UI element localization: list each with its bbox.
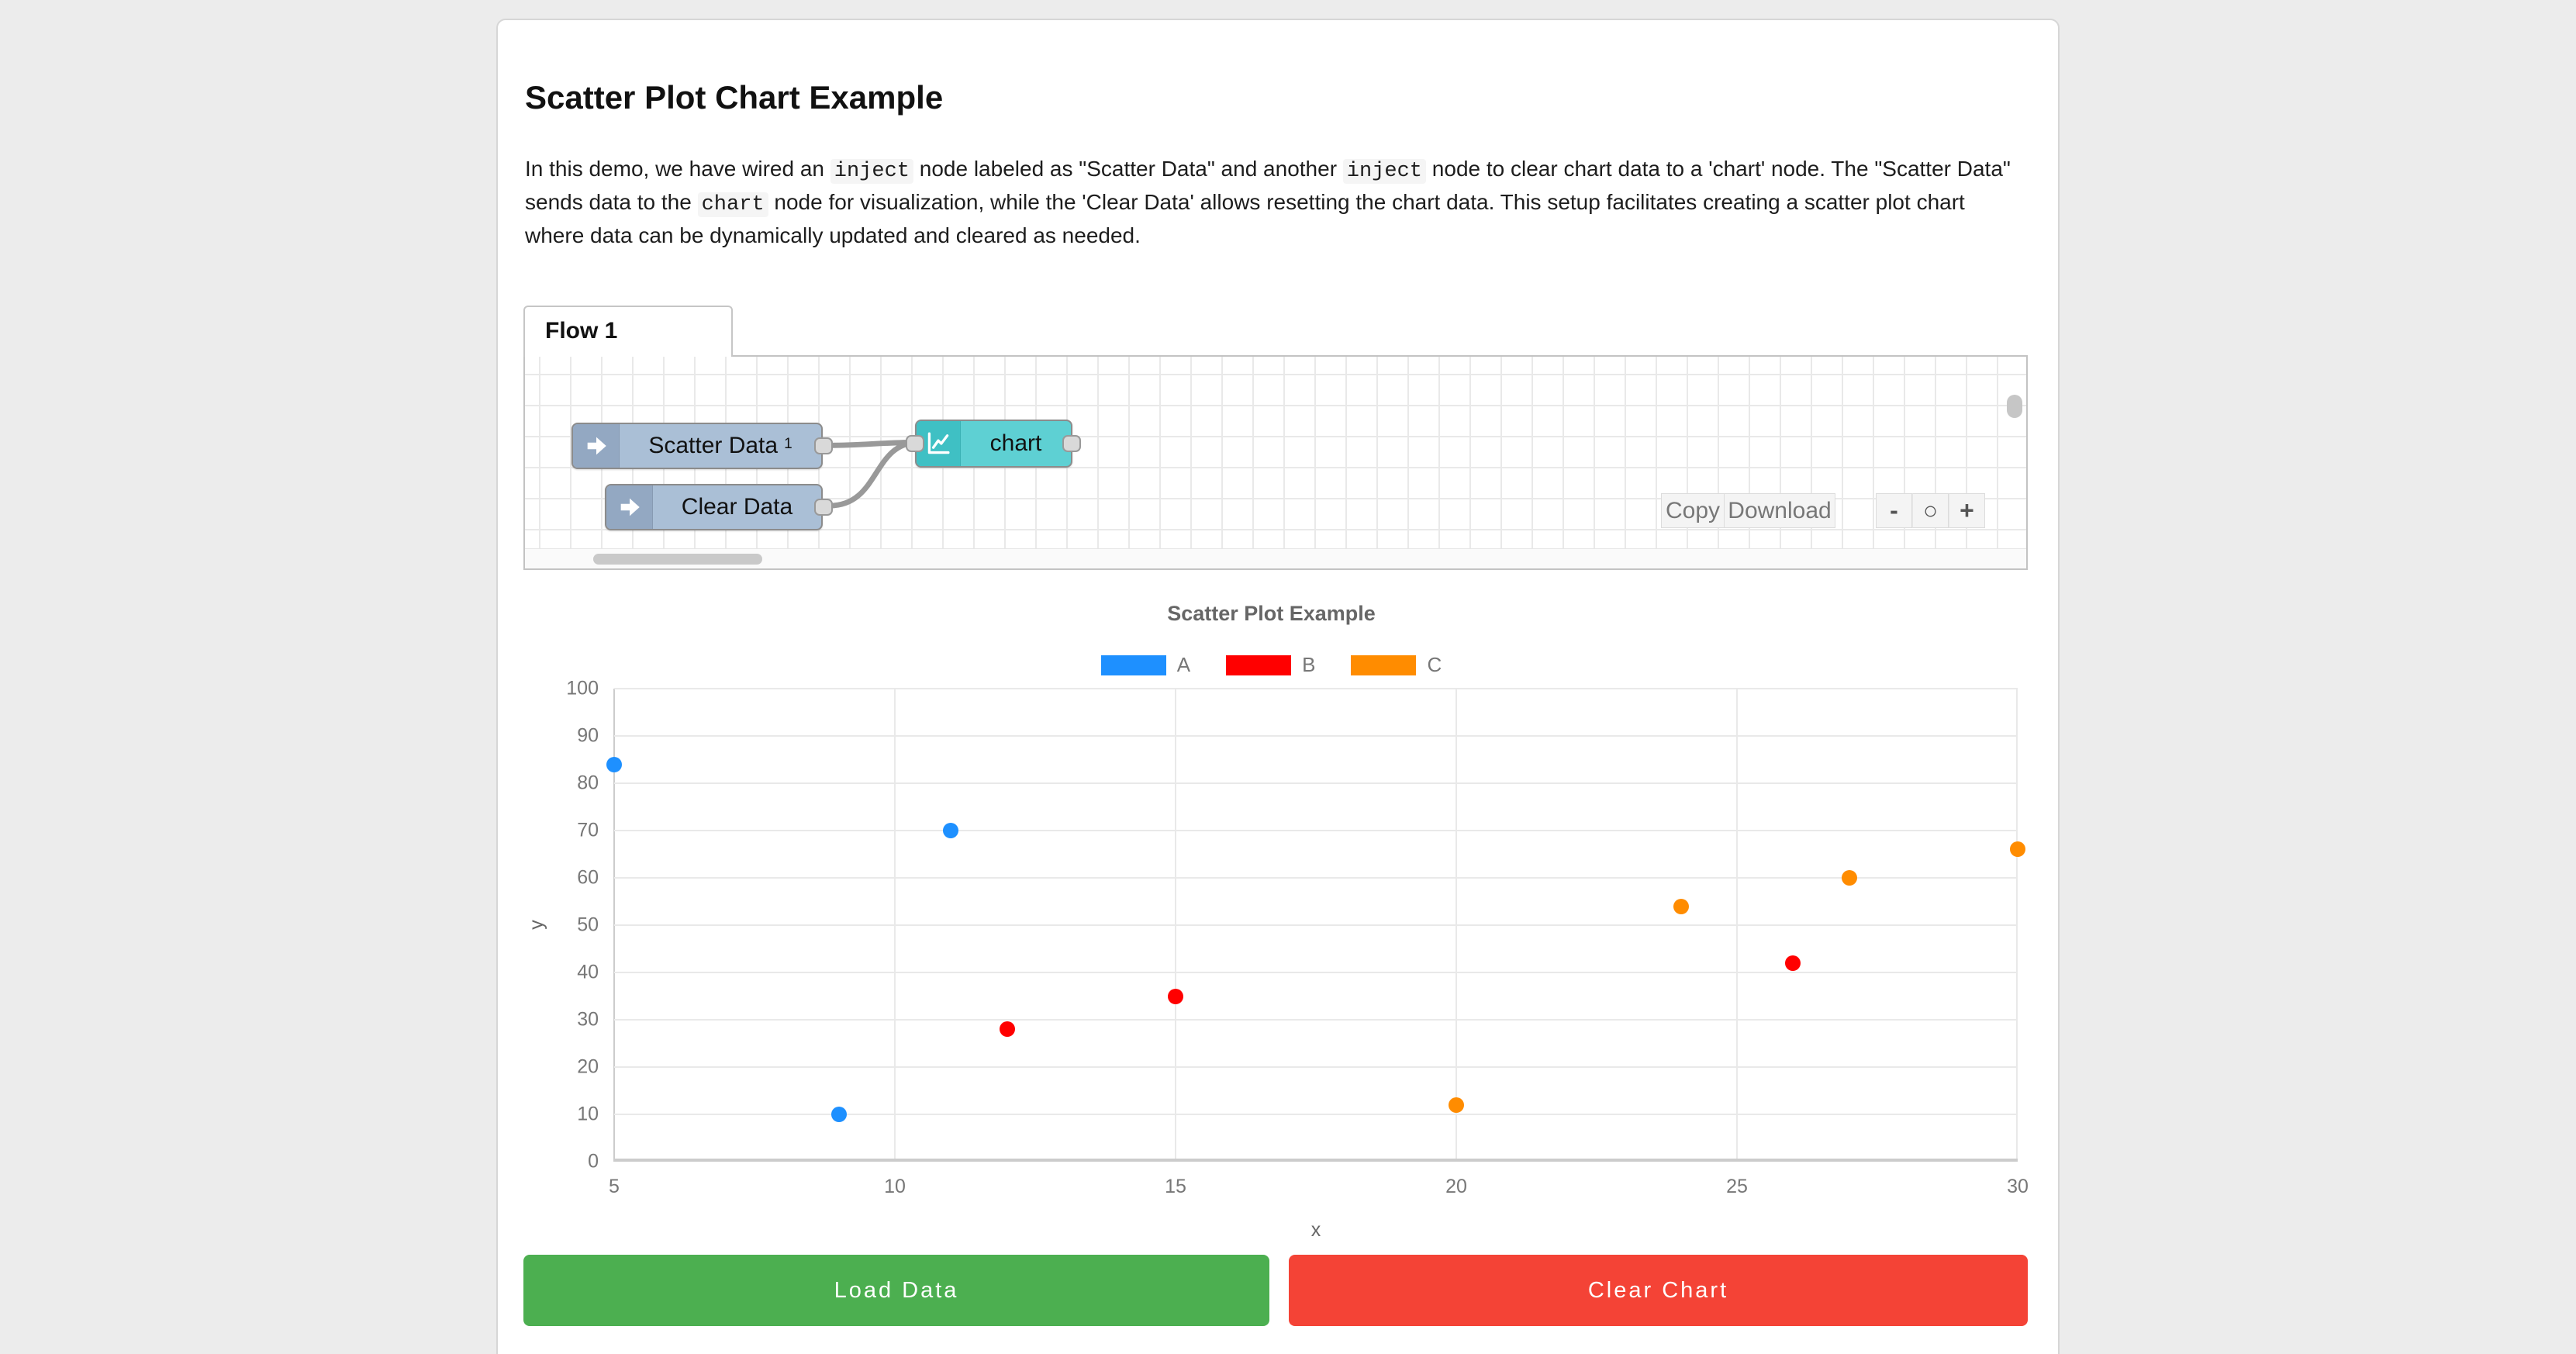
flow-tab[interactable]: Flow 1	[523, 306, 733, 357]
chart-node[interactable]: chart	[915, 420, 1072, 468]
node-label: Clear Data	[681, 494, 793, 520]
scatter-point-A[interactable]	[606, 756, 622, 772]
y-tick-label: 80	[577, 772, 599, 794]
scatter-point-A[interactable]	[943, 823, 959, 838]
horizontal-scrollbar[interactable]	[525, 548, 2026, 568]
node-label: chart	[989, 430, 1042, 456]
description-text: node to clear chart data to a 'chart' no…	[525, 157, 2011, 214]
description-text: In this demo, we have wired an	[525, 157, 830, 181]
x-tick-label: 10	[884, 1176, 906, 1197]
port-output-chart[interactable]	[1062, 435, 1081, 452]
download-button[interactable]: Download	[1725, 493, 1835, 528]
inject-node-clear-data[interactable]: Clear Data	[605, 484, 823, 530]
inline-code: inject	[830, 159, 913, 184]
content-card: Scatter Plot Chart Example In this demo,…	[496, 19, 2060, 1354]
wire-clear-to-chart	[826, 439, 921, 509]
chart-title: Scatter Plot Example	[1167, 602, 1376, 625]
legend-label: A	[1176, 653, 1191, 676]
horizontal-scrollbar-thumb[interactable]	[593, 554, 762, 565]
scatter-point-B[interactable]	[999, 1021, 1015, 1038]
copy-button[interactable]: Copy	[1661, 493, 1725, 528]
y-tick-label: 30	[577, 1008, 599, 1031]
x-tick-label: 5	[609, 1176, 620, 1197]
description-text: node labeled as "Scatter Data" and anoth…	[913, 157, 1343, 181]
gridline-horizontal	[614, 972, 2018, 973]
inject-node-scatter-data[interactable]: Scatter Data 1	[571, 423, 823, 469]
scatter-point-C[interactable]	[1449, 1097, 1464, 1113]
page-title: Scatter Plot Chart Example	[525, 79, 944, 116]
x-tick-label: 25	[1726, 1176, 1748, 1197]
legend-label: C	[1427, 653, 1442, 676]
y-tick-label: 90	[577, 724, 599, 747]
chart-plot-area[interactable]: 5 10 15 20 25 30 0 10 20 30 40 50 60 70 80 90 100	[566, 678, 2029, 1198]
y-tick-label: 70	[577, 819, 599, 841]
inject-arrow-icon	[606, 485, 653, 529]
port-output-clear[interactable]	[814, 499, 833, 516]
y-tick-label: 60	[577, 866, 599, 889]
y-tick-label: 0	[588, 1150, 599, 1173]
inject-arrow-icon	[573, 424, 620, 468]
legend-label: B	[1302, 653, 1316, 676]
chart-legend: A B C	[525, 653, 2018, 677]
zoom-out-button[interactable]: -	[1876, 493, 1912, 528]
load-data-button[interactable]: Load Data	[523, 1255, 1269, 1326]
node-label: Scatter Data 1	[648, 433, 792, 458]
y-tick-label: 100	[566, 677, 599, 699]
zoom-reset-button[interactable]: ○	[1912, 493, 1949, 528]
legend-swatch	[1100, 655, 1166, 675]
x-tick-label: 30	[2007, 1176, 2029, 1197]
vertical-scrollbar-thumb[interactable]	[2007, 395, 2022, 418]
inline-code: inject	[1342, 159, 1427, 184]
gridline-horizontal	[614, 1019, 2018, 1021]
gridline-horizontal	[614, 877, 2018, 879]
y-tick-label: 40	[577, 961, 599, 983]
scatter-point-B[interactable]	[1168, 988, 1183, 1004]
legend-swatch	[1351, 655, 1417, 675]
action-buttons: Load Data Clear Chart	[523, 1255, 2028, 1326]
x-tick-label: 20	[1445, 1176, 1467, 1197]
x-axis-label: x	[1310, 1219, 1321, 1241]
gridline-horizontal	[614, 688, 2018, 689]
zoom-in-button[interactable]: +	[1949, 493, 1985, 528]
inline-code: chart	[697, 192, 768, 217]
legend-swatch	[1226, 655, 1292, 675]
y-tick-label: 10	[577, 1103, 599, 1125]
gridline-horizontal	[614, 830, 2018, 831]
y-tick-label: 50	[577, 914, 599, 936]
description-text: node for visualization, while the 'Clear…	[525, 190, 1965, 247]
flow-canvas[interactable]: Scatter Data 1 Clear Data chart Copy Down…	[523, 355, 2028, 570]
gridline-horizontal	[614, 924, 2018, 926]
clear-chart-button[interactable]: Clear Chart	[1289, 1255, 2028, 1326]
gridline-horizontal	[614, 735, 2018, 737]
scatter-point-C[interactable]	[2010, 841, 2025, 858]
gridline-horizontal	[614, 1114, 2018, 1115]
description: In this demo, we have wired an inject no…	[525, 154, 2011, 250]
port-input-chart[interactable]	[906, 435, 924, 452]
scatter-point-B[interactable]	[1785, 955, 1801, 971]
y-tick-label: 20	[577, 1055, 599, 1078]
y-axis-label: y	[525, 920, 547, 930]
x-axis-line	[614, 1159, 2018, 1162]
legend-item-C[interactable]: C	[1351, 653, 1442, 677]
port-output-scatter[interactable]	[814, 437, 833, 454]
legend-item-B[interactable]: B	[1226, 653, 1315, 677]
x-tick-label: 15	[1165, 1176, 1186, 1197]
gridline-horizontal	[614, 1066, 2018, 1068]
legend-item-A[interactable]: A	[1100, 653, 1191, 677]
scatter-point-C[interactable]	[1673, 898, 1689, 914]
scatter-point-A[interactable]	[830, 1107, 847, 1122]
gridline-horizontal	[614, 782, 2018, 784]
scatter-point-C[interactable]	[1841, 870, 1857, 886]
